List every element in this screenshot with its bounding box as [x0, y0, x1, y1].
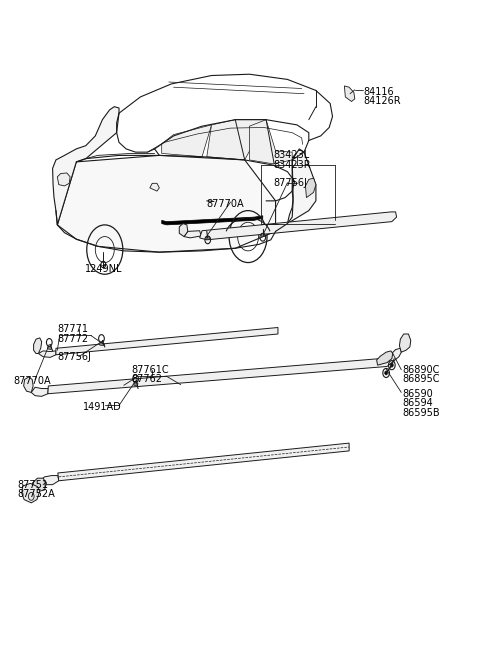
- Polygon shape: [48, 346, 52, 350]
- Polygon shape: [150, 183, 159, 191]
- Text: 84116: 84116: [363, 86, 394, 97]
- Polygon shape: [48, 348, 401, 394]
- Text: 1491AD: 1491AD: [84, 402, 122, 412]
- Text: 87762: 87762: [131, 375, 162, 384]
- Polygon shape: [179, 223, 188, 236]
- Polygon shape: [58, 443, 349, 481]
- Polygon shape: [34, 338, 42, 354]
- Polygon shape: [162, 215, 263, 225]
- Polygon shape: [38, 351, 56, 358]
- Text: 87770A: 87770A: [207, 199, 244, 209]
- Polygon shape: [305, 178, 316, 198]
- Text: 83423L: 83423L: [273, 151, 310, 160]
- Text: 87761C: 87761C: [131, 365, 168, 375]
- Text: 86590: 86590: [402, 389, 433, 399]
- Polygon shape: [206, 236, 209, 238]
- Text: 1249NL: 1249NL: [84, 264, 122, 274]
- Text: 86594: 86594: [402, 398, 433, 409]
- Text: 87771: 87771: [57, 324, 88, 334]
- Circle shape: [384, 371, 387, 375]
- Text: 83423R: 83423R: [273, 160, 311, 170]
- Text: 84126R: 84126R: [363, 96, 401, 107]
- Polygon shape: [53, 107, 119, 225]
- Polygon shape: [38, 476, 59, 485]
- Text: 87756J: 87756J: [57, 352, 91, 362]
- Polygon shape: [377, 351, 393, 365]
- Polygon shape: [57, 155, 276, 252]
- Text: 87752A: 87752A: [17, 489, 55, 499]
- Polygon shape: [162, 125, 212, 157]
- Polygon shape: [261, 233, 264, 236]
- Polygon shape: [200, 212, 396, 240]
- Text: 86895C: 86895C: [402, 375, 440, 384]
- Text: 86595B: 86595B: [402, 408, 440, 419]
- Polygon shape: [134, 383, 138, 386]
- Polygon shape: [57, 173, 70, 186]
- Text: 87770A: 87770A: [13, 376, 51, 386]
- Text: 86890C: 86890C: [402, 365, 440, 375]
- Text: 87751: 87751: [17, 479, 48, 490]
- Polygon shape: [344, 86, 355, 102]
- Polygon shape: [184, 231, 201, 238]
- Polygon shape: [207, 120, 266, 160]
- Polygon shape: [99, 343, 104, 346]
- Text: 87756J: 87756J: [273, 178, 307, 188]
- Polygon shape: [399, 334, 411, 352]
- Polygon shape: [56, 328, 278, 355]
- Polygon shape: [22, 483, 40, 503]
- Polygon shape: [32, 478, 47, 491]
- Text: 87772: 87772: [57, 333, 88, 343]
- Polygon shape: [250, 120, 292, 164]
- Polygon shape: [24, 377, 33, 392]
- Polygon shape: [288, 149, 316, 223]
- Polygon shape: [31, 387, 48, 396]
- Circle shape: [390, 364, 393, 367]
